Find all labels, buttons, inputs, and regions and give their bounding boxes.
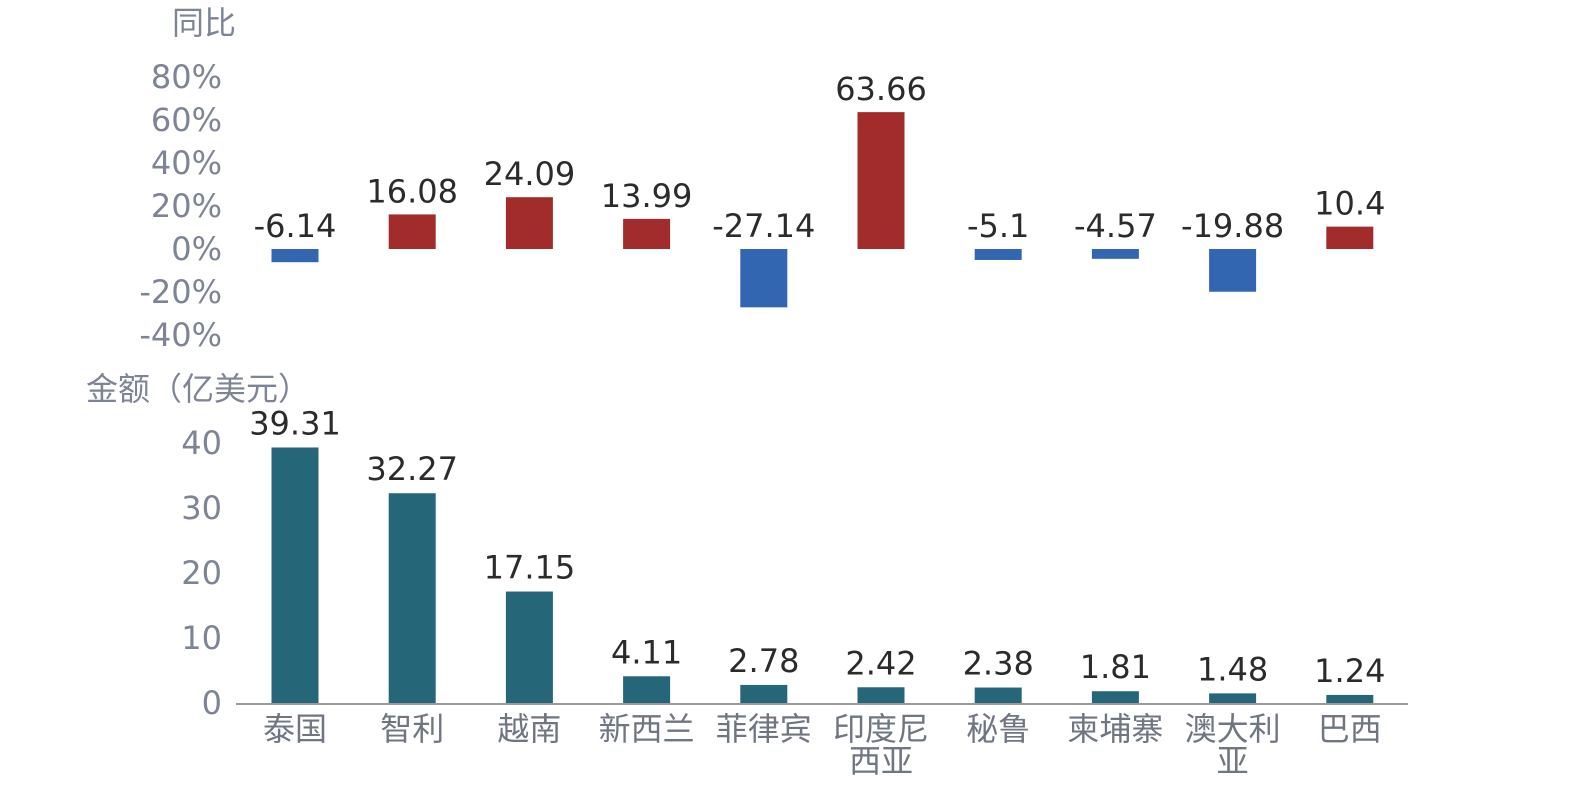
category-label: 智利	[380, 710, 444, 748]
amount-data-label: 1.24	[1314, 652, 1385, 690]
amount-tick-label: 10	[181, 619, 222, 657]
amount-bar	[271, 447, 319, 703]
yoy-tick-label: -40%	[139, 316, 222, 354]
amount-data-label: 2.78	[728, 642, 799, 680]
yoy-tick-label: 40%	[151, 144, 222, 182]
amount-data-label: 1.81	[1080, 648, 1151, 686]
amount-tick-label: 30	[181, 489, 222, 527]
amount-tick-label: 40	[181, 424, 222, 462]
yoy-data-label: -4.57	[1074, 207, 1157, 245]
amount-bar	[857, 687, 905, 703]
yoy-data-label: 24.09	[484, 155, 576, 193]
amount-bar	[1091, 691, 1139, 703]
yoy-bar	[974, 249, 1022, 260]
yoy-bar	[1091, 249, 1139, 259]
yoy-bar	[857, 112, 905, 249]
amount-tick-group: 40 30 20 10 0	[181, 424, 1408, 722]
amount-data-label: 2.42	[845, 644, 916, 682]
category-label: 越南	[497, 710, 561, 748]
amount-data-label: 1.48	[1197, 650, 1268, 688]
amount-bar	[505, 591, 553, 703]
yoy-data-label: -27.14	[712, 207, 815, 245]
yoy-axis-title: 同比	[172, 4, 236, 42]
amount-tick-label: 0	[202, 684, 222, 722]
category-label: 巴西	[1318, 710, 1382, 748]
amount-bar-group	[271, 447, 1374, 703]
category-label: 秘鲁	[966, 710, 1030, 748]
yoy-bar	[388, 214, 436, 249]
amount-chart: 金额（亿美元） 40 30 20 10 0 39.31 32.27 17.15 4.11 2.7…	[86, 370, 1408, 780]
yoy-bar	[1326, 226, 1374, 249]
amount-label-group: 39.31 32.27 17.15 4.11 2.78 2.42 2.38 1.81 1.48 1…	[249, 404, 1385, 689]
yoy-tick-label: 20%	[151, 187, 222, 225]
amount-bar	[740, 684, 788, 703]
amount-data-label: 2.38	[963, 645, 1034, 683]
amount-tick-label: 20	[181, 554, 222, 592]
yoy-bar	[505, 197, 553, 249]
yoy-bar	[740, 249, 788, 308]
yoy-chart: 同比 80% 60% 40% 20% 0% -20% -40% -6.14 16.08 24.0…	[139, 4, 1385, 354]
yoy-bar	[271, 249, 319, 263]
category-label: 菲律宾	[716, 710, 812, 748]
category-label: 印度尼	[833, 710, 929, 748]
yoy-tick-group: 80% 60% 40% 20% 0% -20% -40%	[139, 58, 222, 354]
yoy-data-label: -19.88	[1181, 207, 1284, 245]
amount-data-label: 17.15	[484, 549, 576, 587]
yoy-bar-group	[271, 112, 1374, 308]
amount-data-label: 39.31	[249, 404, 341, 442]
amount-bar	[1209, 693, 1257, 703]
yoy-bar	[1209, 249, 1257, 292]
amount-data-label: 32.27	[366, 450, 458, 488]
yoy-label-group: -6.14 16.08 24.09 13.99 -27.14 63.66 -5.1 -4.57…	[254, 70, 1386, 245]
category-label: 泰国	[263, 710, 327, 748]
yoy-data-label: 10.4	[1314, 185, 1385, 223]
category-label: 西亚	[849, 742, 913, 780]
yoy-bar	[623, 218, 671, 249]
amount-bar	[388, 493, 436, 703]
amount-bar	[974, 687, 1022, 703]
category-label: 亚	[1217, 742, 1249, 780]
yoy-data-label: -6.14	[254, 207, 337, 245]
yoy-tick-label: -20%	[139, 273, 222, 311]
amount-bar	[1326, 694, 1374, 703]
yoy-data-label: -5.1	[967, 207, 1029, 245]
category-label: 澳大利	[1185, 710, 1281, 748]
yoy-data-label: 13.99	[601, 177, 693, 215]
amount-data-label: 4.11	[611, 633, 682, 671]
amount-bar	[623, 676, 671, 703]
yoy-data-label: 16.08	[366, 172, 458, 210]
category-label: 柬埔寨	[1067, 710, 1163, 748]
amount-axis-title: 金额（亿美元）	[86, 370, 310, 408]
yoy-tick-label: 0%	[171, 230, 222, 268]
yoy-tick-label: 60%	[151, 101, 222, 139]
category-label: 新西兰	[599, 710, 695, 748]
yoy-tick-label: 80%	[151, 58, 222, 96]
yoy-data-label: 63.66	[835, 70, 927, 108]
